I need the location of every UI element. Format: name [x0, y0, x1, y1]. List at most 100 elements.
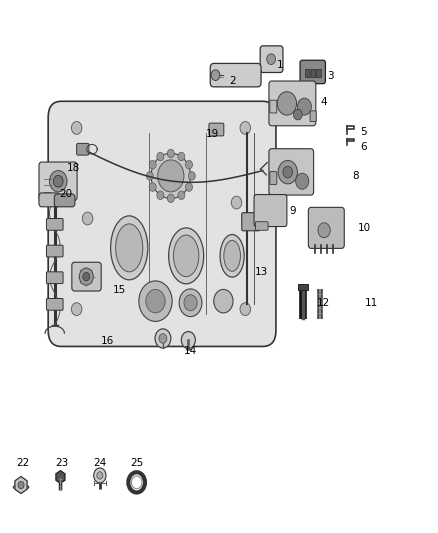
- Ellipse shape: [13, 484, 29, 490]
- Circle shape: [179, 289, 202, 317]
- Circle shape: [293, 109, 302, 120]
- Circle shape: [159, 334, 167, 343]
- Ellipse shape: [173, 235, 199, 277]
- Text: 11: 11: [365, 298, 378, 308]
- Circle shape: [283, 166, 293, 178]
- Ellipse shape: [224, 240, 240, 271]
- Text: 20: 20: [59, 189, 72, 199]
- Text: 23: 23: [56, 458, 69, 467]
- Circle shape: [146, 172, 153, 180]
- Text: 19: 19: [205, 130, 219, 139]
- FancyBboxPatch shape: [210, 63, 261, 87]
- Circle shape: [157, 191, 164, 199]
- Text: 5: 5: [360, 127, 367, 137]
- Circle shape: [53, 175, 63, 187]
- Circle shape: [186, 183, 193, 191]
- Circle shape: [79, 268, 93, 285]
- Circle shape: [139, 281, 172, 321]
- FancyBboxPatch shape: [270, 100, 277, 113]
- Text: 16: 16: [101, 336, 114, 346]
- Circle shape: [297, 98, 311, 115]
- Circle shape: [97, 472, 103, 479]
- FancyBboxPatch shape: [72, 262, 101, 291]
- Text: 2: 2: [229, 76, 236, 86]
- Circle shape: [240, 303, 251, 316]
- Text: 3: 3: [327, 71, 334, 80]
- Bar: [298, 284, 308, 290]
- Text: 18: 18: [67, 164, 80, 173]
- FancyBboxPatch shape: [254, 195, 287, 227]
- FancyBboxPatch shape: [39, 162, 77, 200]
- Text: 9: 9: [289, 206, 296, 216]
- Circle shape: [167, 194, 174, 203]
- Text: 13: 13: [255, 267, 268, 277]
- Text: 24: 24: [93, 458, 106, 467]
- FancyBboxPatch shape: [260, 46, 283, 72]
- Circle shape: [49, 171, 67, 192]
- Text: 1: 1: [277, 60, 284, 70]
- FancyBboxPatch shape: [310, 111, 316, 122]
- Text: 6: 6: [360, 142, 367, 152]
- FancyBboxPatch shape: [46, 298, 63, 310]
- FancyBboxPatch shape: [255, 222, 268, 230]
- Circle shape: [186, 160, 193, 169]
- Circle shape: [184, 295, 197, 311]
- FancyBboxPatch shape: [242, 213, 260, 231]
- FancyBboxPatch shape: [77, 143, 89, 155]
- Circle shape: [82, 212, 93, 225]
- FancyBboxPatch shape: [269, 149, 314, 195]
- Text: 12: 12: [317, 298, 330, 308]
- Polygon shape: [56, 471, 65, 483]
- Ellipse shape: [110, 216, 148, 280]
- Ellipse shape: [220, 235, 244, 277]
- Circle shape: [167, 149, 174, 158]
- Circle shape: [178, 152, 185, 161]
- Polygon shape: [15, 477, 27, 494]
- Circle shape: [267, 54, 276, 64]
- Circle shape: [178, 191, 185, 199]
- Text: 10: 10: [358, 223, 371, 233]
- Circle shape: [296, 173, 309, 189]
- Text: 8: 8: [352, 171, 359, 181]
- Text: 14: 14: [184, 346, 197, 356]
- FancyBboxPatch shape: [305, 69, 310, 78]
- Circle shape: [18, 481, 24, 489]
- Circle shape: [71, 303, 82, 316]
- Text: 15: 15: [113, 285, 126, 295]
- Ellipse shape: [116, 224, 143, 272]
- Circle shape: [181, 332, 195, 349]
- FancyBboxPatch shape: [46, 272, 63, 284]
- Text: 25: 25: [130, 458, 143, 467]
- FancyBboxPatch shape: [54, 194, 75, 207]
- FancyBboxPatch shape: [269, 81, 316, 126]
- Circle shape: [231, 196, 242, 209]
- FancyBboxPatch shape: [46, 219, 63, 230]
- Text: 4: 4: [321, 98, 328, 107]
- Circle shape: [188, 172, 195, 180]
- FancyBboxPatch shape: [311, 69, 316, 78]
- Circle shape: [157, 152, 164, 161]
- Circle shape: [214, 289, 233, 313]
- Ellipse shape: [151, 154, 191, 199]
- Circle shape: [278, 160, 297, 184]
- Circle shape: [149, 160, 156, 169]
- FancyBboxPatch shape: [39, 193, 60, 207]
- Ellipse shape: [169, 228, 204, 284]
- Circle shape: [158, 160, 184, 192]
- Circle shape: [146, 289, 165, 313]
- Text: 22: 22: [16, 458, 29, 467]
- Circle shape: [211, 70, 220, 80]
- Circle shape: [149, 183, 156, 191]
- Circle shape: [277, 92, 297, 115]
- FancyBboxPatch shape: [48, 101, 276, 346]
- Circle shape: [94, 468, 106, 483]
- FancyBboxPatch shape: [209, 123, 224, 136]
- Circle shape: [83, 272, 90, 281]
- FancyBboxPatch shape: [317, 69, 321, 78]
- FancyBboxPatch shape: [308, 207, 344, 248]
- FancyBboxPatch shape: [46, 245, 63, 257]
- Circle shape: [71, 122, 82, 134]
- FancyBboxPatch shape: [270, 172, 277, 184]
- Circle shape: [318, 223, 330, 238]
- Circle shape: [240, 122, 251, 134]
